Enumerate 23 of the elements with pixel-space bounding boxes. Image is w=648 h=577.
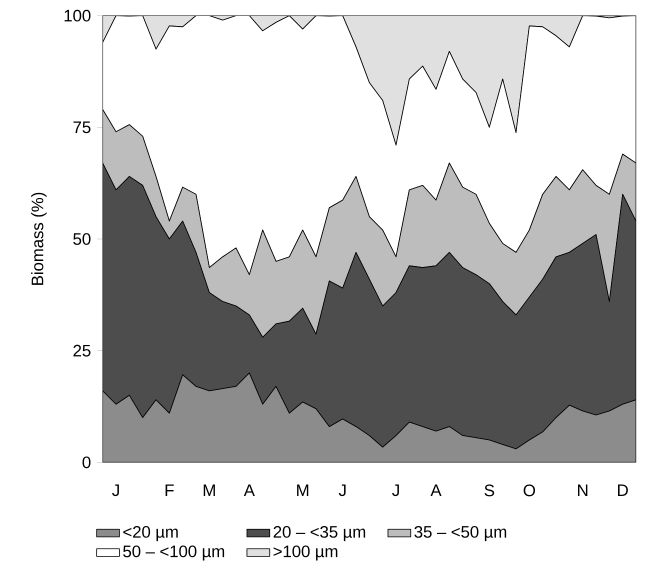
legend-label: 20 – <35 µm	[274, 526, 366, 542]
y-tick-label: 25	[73, 344, 90, 357]
legend-label: 50 – <100 µm	[123, 545, 224, 561]
legend-label: 35 – <50 µm	[414, 526, 506, 542]
x-tick-label: A	[244, 484, 255, 496]
x-tick-label: J	[392, 484, 399, 496]
x-tick-label: N	[578, 484, 588, 496]
y-axis-title: Biomass (%)	[31, 192, 47, 285]
y-tick-label: 0	[82, 456, 91, 468]
x-tick-label: A	[430, 484, 442, 496]
y-tick-label: 100	[64, 10, 90, 22]
x-tick-label: M	[204, 484, 215, 496]
x-tick-label: S	[484, 484, 494, 496]
y-tick-label: 50	[73, 233, 90, 245]
x-tick-label: D	[618, 484, 628, 496]
y-tick-label: 75	[73, 122, 90, 134]
x-tick-label: M	[297, 484, 308, 496]
x-tick-label: O	[524, 484, 536, 496]
x-tick-label: J	[112, 484, 119, 496]
x-tick-label: F	[166, 484, 174, 496]
legend-label: <20 µm	[123, 526, 178, 542]
x-tick-label: J	[338, 484, 346, 496]
legend-label: >100 µm	[274, 545, 338, 561]
